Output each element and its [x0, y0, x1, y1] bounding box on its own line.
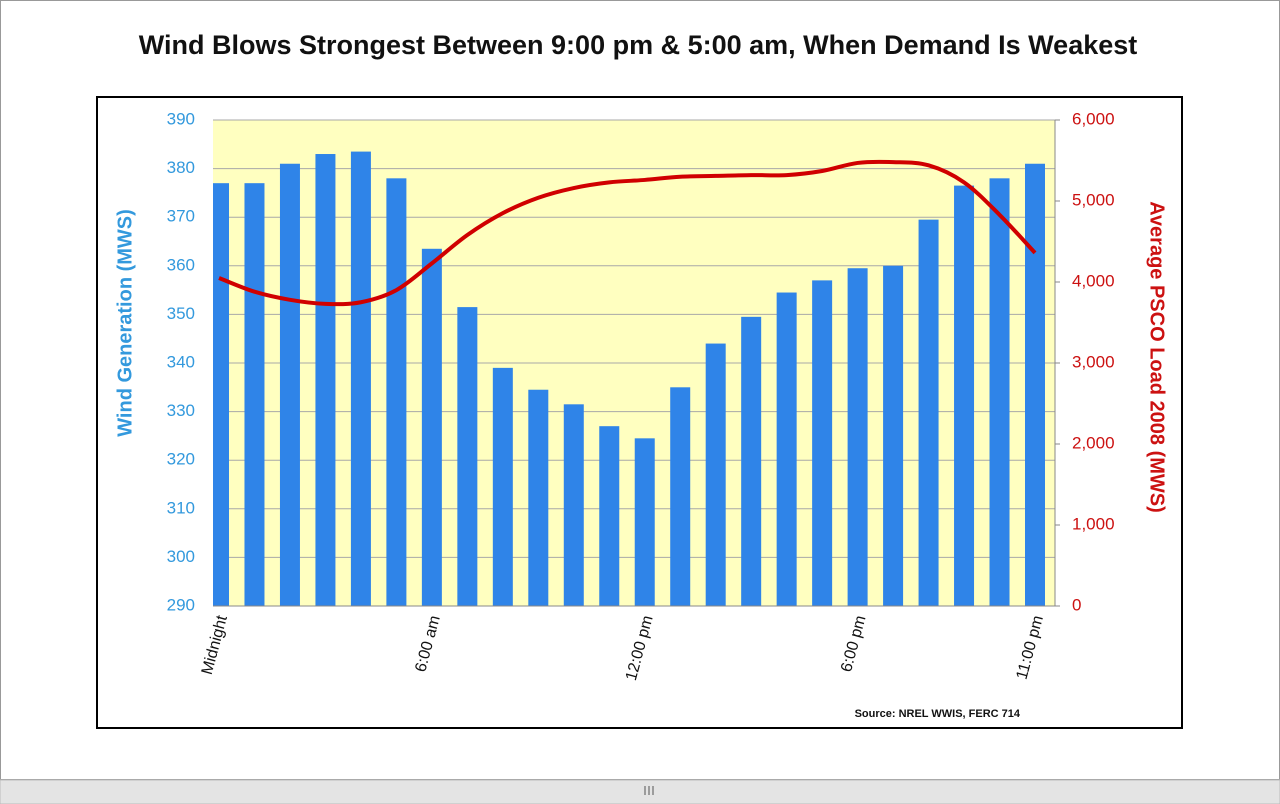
y-axis-label: Wind Generation (MWS): [114, 209, 136, 437]
bar: [563, 404, 584, 606]
bar: [457, 307, 478, 606]
y-tick-label: 360: [167, 255, 195, 274]
y2-tick-label: 4,000: [1072, 271, 1115, 290]
bar: [421, 248, 442, 606]
y-tick-label: 300: [167, 547, 195, 566]
bar: [670, 387, 691, 606]
y2-tick-label: 5,000: [1072, 190, 1115, 209]
bar: [528, 389, 549, 606]
bar: [350, 151, 371, 606]
bar: [776, 292, 797, 606]
chart-title: Wind Blows Strongest Between 9:00 pm & 5…: [139, 30, 1138, 60]
y2-axis-label: Average PSCO Load 2008 (MWS): [1146, 201, 1168, 513]
y-tick-label: 320: [167, 450, 195, 469]
bar: [315, 154, 336, 606]
bar: [883, 265, 904, 606]
y2-tick-label: 6,000: [1072, 109, 1115, 128]
y-tick-label: 330: [167, 401, 195, 420]
bar: [634, 438, 655, 606]
source-note: Source: NREL WWIS, FERC 714: [855, 708, 1021, 720]
y-tick-label: 290: [167, 595, 195, 614]
y2-tick-label: 2,000: [1072, 433, 1115, 452]
y-tick-label: 380: [167, 158, 195, 177]
load-line: [218, 159, 1037, 307]
bar: [918, 219, 939, 606]
y-tick-label: 350: [167, 304, 195, 323]
y-tick-label: 340: [167, 352, 195, 371]
bar: [812, 280, 833, 606]
bar: [279, 163, 300, 606]
bar: [386, 178, 407, 606]
bar: [213, 183, 229, 606]
y2-tick-label: 0: [1072, 595, 1081, 614]
scrollbar[interactable]: [0, 779, 1280, 804]
bar: [1025, 163, 1045, 606]
bar: [741, 316, 762, 606]
bar: [492, 367, 513, 606]
bar: [989, 178, 1010, 606]
bar: [244, 183, 265, 606]
y-tick-label: 370: [167, 207, 195, 226]
y-tick-label: 310: [167, 498, 195, 517]
scrollbar-grip: [644, 786, 654, 795]
bar: [599, 426, 620, 606]
y2-tick-label: 3,000: [1072, 352, 1115, 371]
y-tick-label: 390: [167, 109, 195, 128]
y2-tick-label: 1,000: [1072, 514, 1115, 533]
bar: [954, 185, 975, 606]
bar: [847, 268, 868, 606]
bar: [705, 343, 726, 606]
